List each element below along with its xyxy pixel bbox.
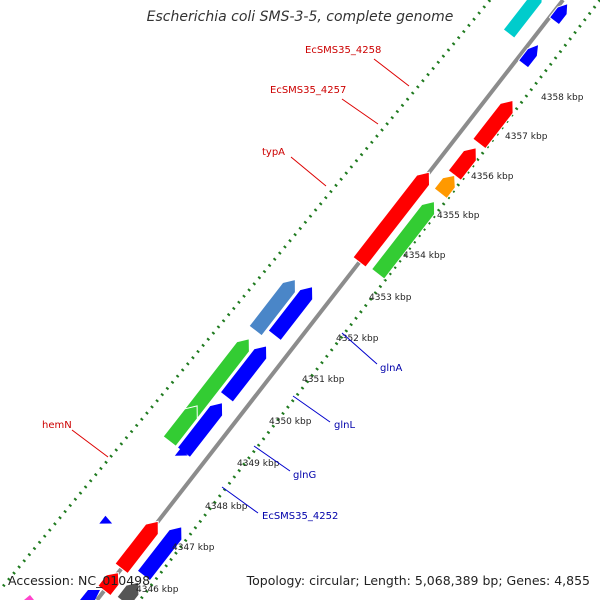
kbp-label: 4350 kbp bbox=[269, 417, 312, 427]
kbp-label: 4346 kbp bbox=[136, 585, 179, 595]
gene-label: glnL bbox=[334, 420, 355, 431]
gene-glng bbox=[162, 405, 198, 448]
small-blue-gene bbox=[517, 43, 540, 69]
kbp-label: 4354 kbp bbox=[403, 251, 446, 261]
gene-leader-line bbox=[373, 58, 410, 87]
gene-label: EcSMS35_4252 bbox=[262, 511, 338, 522]
gene-label: glnA bbox=[380, 363, 402, 374]
genome-backbone-line bbox=[95, 0, 565, 600]
kbp-label: 4353 kbp bbox=[369, 293, 412, 303]
small-red-gene bbox=[97, 572, 120, 597]
blue-gene-4351 bbox=[219, 345, 268, 403]
gene-leader-line bbox=[341, 98, 379, 125]
kbp-label: 4349 kbp bbox=[237, 459, 280, 469]
red-gene-under-typa bbox=[352, 171, 431, 268]
kbp-label: 4357 kbp bbox=[505, 132, 548, 142]
gene-leader-line bbox=[221, 486, 259, 514]
gene-label: hemN bbox=[42, 420, 72, 431]
gene-leader-line bbox=[290, 156, 327, 187]
gene-leader-line bbox=[253, 445, 291, 472]
gene-label: typA bbox=[262, 147, 285, 158]
tri-marker-a bbox=[174, 447, 188, 456]
bottom-magenta-gene bbox=[24, 595, 34, 600]
page-title: Escherichia coli SMS-3-5, complete genom… bbox=[146, 9, 454, 25]
gene-leader-line bbox=[341, 332, 378, 365]
bottom-blue-gene bbox=[80, 590, 100, 600]
topology-label: Topology: circular; Length: 5,068,389 bp… bbox=[246, 573, 590, 588]
top-blue-gene bbox=[548, 2, 569, 26]
kbp-label: 4351 kbp bbox=[302, 375, 345, 385]
gray-gene bbox=[116, 581, 140, 600]
gene-label: glnG bbox=[293, 470, 316, 481]
gene-label: EcSMS35_4257 bbox=[270, 85, 346, 96]
gene-leader-line bbox=[292, 395, 331, 423]
kbp-label: 4358 kbp bbox=[541, 93, 584, 103]
gene-ecsms35-4258 bbox=[472, 99, 514, 150]
kbp-label: 4355 kbp bbox=[437, 211, 480, 221]
cyan-gene bbox=[502, 0, 543, 39]
gene-leader-line bbox=[71, 429, 109, 458]
gene-hemn bbox=[136, 526, 183, 582]
kbp-label: 4347 kbp bbox=[172, 543, 215, 553]
accession-label: Accession: NC_010498 bbox=[8, 573, 151, 588]
orange-gene bbox=[433, 174, 456, 200]
red-gene-hemn-pair bbox=[114, 520, 159, 575]
gene-glna bbox=[248, 278, 296, 337]
gene-label: EcSMS35_4258 bbox=[305, 45, 381, 56]
kbp-label: 4352 kbp bbox=[336, 334, 379, 344]
tri-marker-b bbox=[99, 515, 113, 524]
blue-gene-4353 bbox=[267, 285, 314, 342]
gene-typa bbox=[370, 200, 436, 280]
kbp-label: 4348 kbp bbox=[205, 502, 248, 512]
kbp-label: 4356 kbp bbox=[471, 172, 514, 182]
